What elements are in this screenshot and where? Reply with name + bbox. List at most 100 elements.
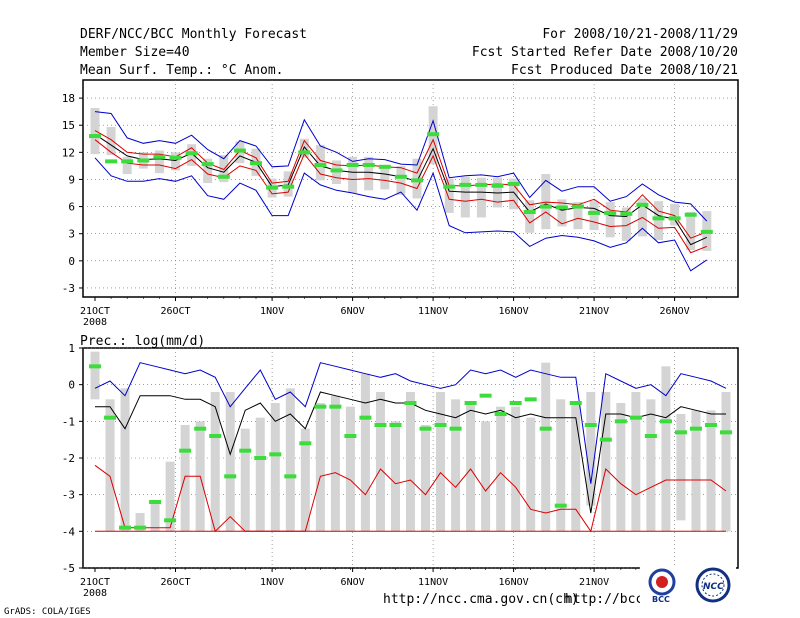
- observed-mark: [684, 212, 697, 217]
- observed-mark: [217, 174, 230, 179]
- bcc-logo: BCC: [640, 565, 736, 609]
- observed-mark: [282, 184, 295, 189]
- observed-mark: [539, 426, 552, 431]
- spread-box: [135, 513, 145, 532]
- spread-box: [556, 399, 566, 532]
- spread-box: [444, 178, 454, 213]
- x-tick-label: 21OCT: [80, 306, 110, 317]
- observed-mark: [599, 437, 612, 442]
- y-tick-label: 12: [62, 146, 75, 159]
- spread-box: [541, 362, 551, 532]
- footer-url-ncc[interactable]: http://ncc.cma.gov.cn(ch): [383, 592, 579, 607]
- spread-box: [406, 392, 415, 532]
- x-tick-label: 21NOV: [579, 577, 609, 588]
- observed-mark: [194, 426, 207, 431]
- x-tick-label: 1NOV: [260, 577, 284, 588]
- svg-text:NCC: NCC: [703, 582, 724, 592]
- observed-mark: [378, 164, 391, 169]
- observed-mark: [404, 401, 417, 405]
- observed-mark: [250, 161, 262, 166]
- observed-mark: [419, 426, 432, 431]
- x-tick-label: 1NOV: [260, 306, 284, 317]
- spread-box: [396, 165, 406, 195]
- y-tick-label: -5: [62, 562, 75, 575]
- observed-mark: [554, 503, 567, 508]
- observed-mark: [509, 401, 522, 405]
- y-tick-label: -2: [62, 452, 75, 465]
- observed-mark: [572, 204, 584, 209]
- spread-box: [348, 156, 358, 194]
- observed-mark: [269, 452, 282, 457]
- spread-box: [646, 399, 656, 532]
- observed-mark: [330, 168, 343, 173]
- x-tick-label: 16NOV: [499, 306, 529, 317]
- prec-title: Prec.: log(mm/d): [80, 334, 205, 349]
- spread-box: [219, 155, 229, 183]
- observed-mark: [254, 456, 267, 460]
- observed-mark: [329, 404, 342, 409]
- observed-mark: [464, 401, 477, 405]
- spread-box: [511, 406, 521, 532]
- spread-box: [90, 351, 100, 400]
- observed-mark: [298, 150, 311, 155]
- spread-box: [421, 425, 431, 532]
- series-upper: [94, 111, 708, 222]
- observed-mark: [362, 162, 375, 167]
- spread-box: [210, 392, 220, 532]
- spread-box: [526, 417, 536, 532]
- grads-credit: GrADS: COLA/IGES: [4, 607, 91, 617]
- spread-box: [285, 388, 295, 532]
- spread-box: [122, 156, 132, 175]
- spread-box: [496, 406, 506, 532]
- observed-mark: [604, 210, 617, 215]
- spread-box: [476, 177, 486, 218]
- y-tick-label: -4: [62, 525, 76, 538]
- observed-mark: [644, 434, 657, 438]
- observed-mark: [346, 162, 359, 167]
- observed-mark: [374, 423, 387, 427]
- spread-box: [601, 392, 611, 532]
- spread-box: [573, 202, 583, 230]
- spread-box: [466, 403, 476, 532]
- x-tick-label-year: 2008: [83, 317, 107, 328]
- observed-mark: [443, 184, 456, 189]
- spread-box: [299, 138, 309, 158]
- footer-url-bcc[interactable]: http://bcc.c: [565, 592, 659, 607]
- observed-mark: [121, 159, 134, 164]
- observed-mark: [668, 216, 681, 221]
- y-tick-label: 9: [68, 173, 75, 186]
- observed-mark: [299, 441, 312, 446]
- y-tick-label: -3: [62, 282, 75, 295]
- chart-title: DERF/NCC/BCC Monthly Forecast: [80, 27, 307, 42]
- observed-mark: [584, 423, 597, 427]
- spread-box: [605, 202, 615, 238]
- observed-mark: [704, 423, 717, 427]
- spread-box: [106, 127, 116, 156]
- observed-mark: [105, 159, 118, 164]
- observed-mark: [720, 430, 732, 435]
- spread-box: [621, 207, 631, 241]
- spread-box: [315, 403, 325, 532]
- spread-box: [390, 421, 400, 532]
- observed-mark: [153, 154, 166, 159]
- observed-mark: [434, 423, 447, 427]
- y-tick-label: -1: [62, 415, 75, 428]
- observed-mark: [314, 404, 327, 409]
- observed-mark: [479, 393, 492, 398]
- y-tick-label: 15: [62, 119, 75, 132]
- observed-mark: [674, 430, 687, 435]
- x-tick-label: 16NOV: [499, 577, 529, 588]
- observed-mark: [523, 210, 536, 215]
- observed-mark: [169, 155, 182, 160]
- y-tick-label: 1: [68, 342, 75, 355]
- spread-box: [557, 199, 567, 227]
- observed-mark: [394, 174, 407, 179]
- x-tick-label: 21OCT: [80, 577, 110, 588]
- spread-box: [436, 392, 446, 532]
- spread-box: [240, 428, 250, 532]
- observed-mark: [359, 415, 372, 420]
- spread-box: [150, 502, 160, 532]
- observed-mark: [539, 204, 552, 209]
